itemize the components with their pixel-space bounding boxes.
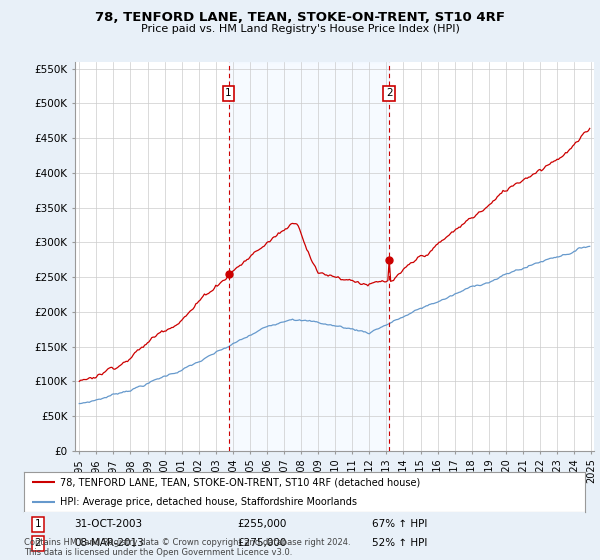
Text: 78, TENFORD LANE, TEAN, STOKE-ON-TRENT, ST10 4RF (detached house): 78, TENFORD LANE, TEAN, STOKE-ON-TRENT, …: [61, 477, 421, 487]
Text: £255,000: £255,000: [237, 519, 287, 529]
Text: 2: 2: [386, 88, 392, 99]
Text: 1: 1: [225, 88, 232, 99]
Text: 78, TENFORD LANE, TEAN, STOKE-ON-TRENT, ST10 4RF: 78, TENFORD LANE, TEAN, STOKE-ON-TRENT, …: [95, 11, 505, 25]
Text: 31-OCT-2003: 31-OCT-2003: [74, 519, 143, 529]
Text: Contains HM Land Registry data © Crown copyright and database right 2024.
This d: Contains HM Land Registry data © Crown c…: [24, 538, 350, 557]
Bar: [229, 62, 389, 451]
Text: 52% ↑ HPI: 52% ↑ HPI: [372, 538, 427, 548]
Text: 2: 2: [35, 538, 41, 548]
Text: HPI: Average price, detached house, Staffordshire Moorlands: HPI: Average price, detached house, Staf…: [61, 497, 358, 507]
Text: 67% ↑ HPI: 67% ↑ HPI: [372, 519, 427, 529]
Text: 1: 1: [35, 519, 41, 529]
Text: £275,000: £275,000: [237, 538, 287, 548]
Text: Price paid vs. HM Land Registry's House Price Index (HPI): Price paid vs. HM Land Registry's House …: [140, 24, 460, 34]
Text: 08-MAR-2013: 08-MAR-2013: [74, 538, 144, 548]
